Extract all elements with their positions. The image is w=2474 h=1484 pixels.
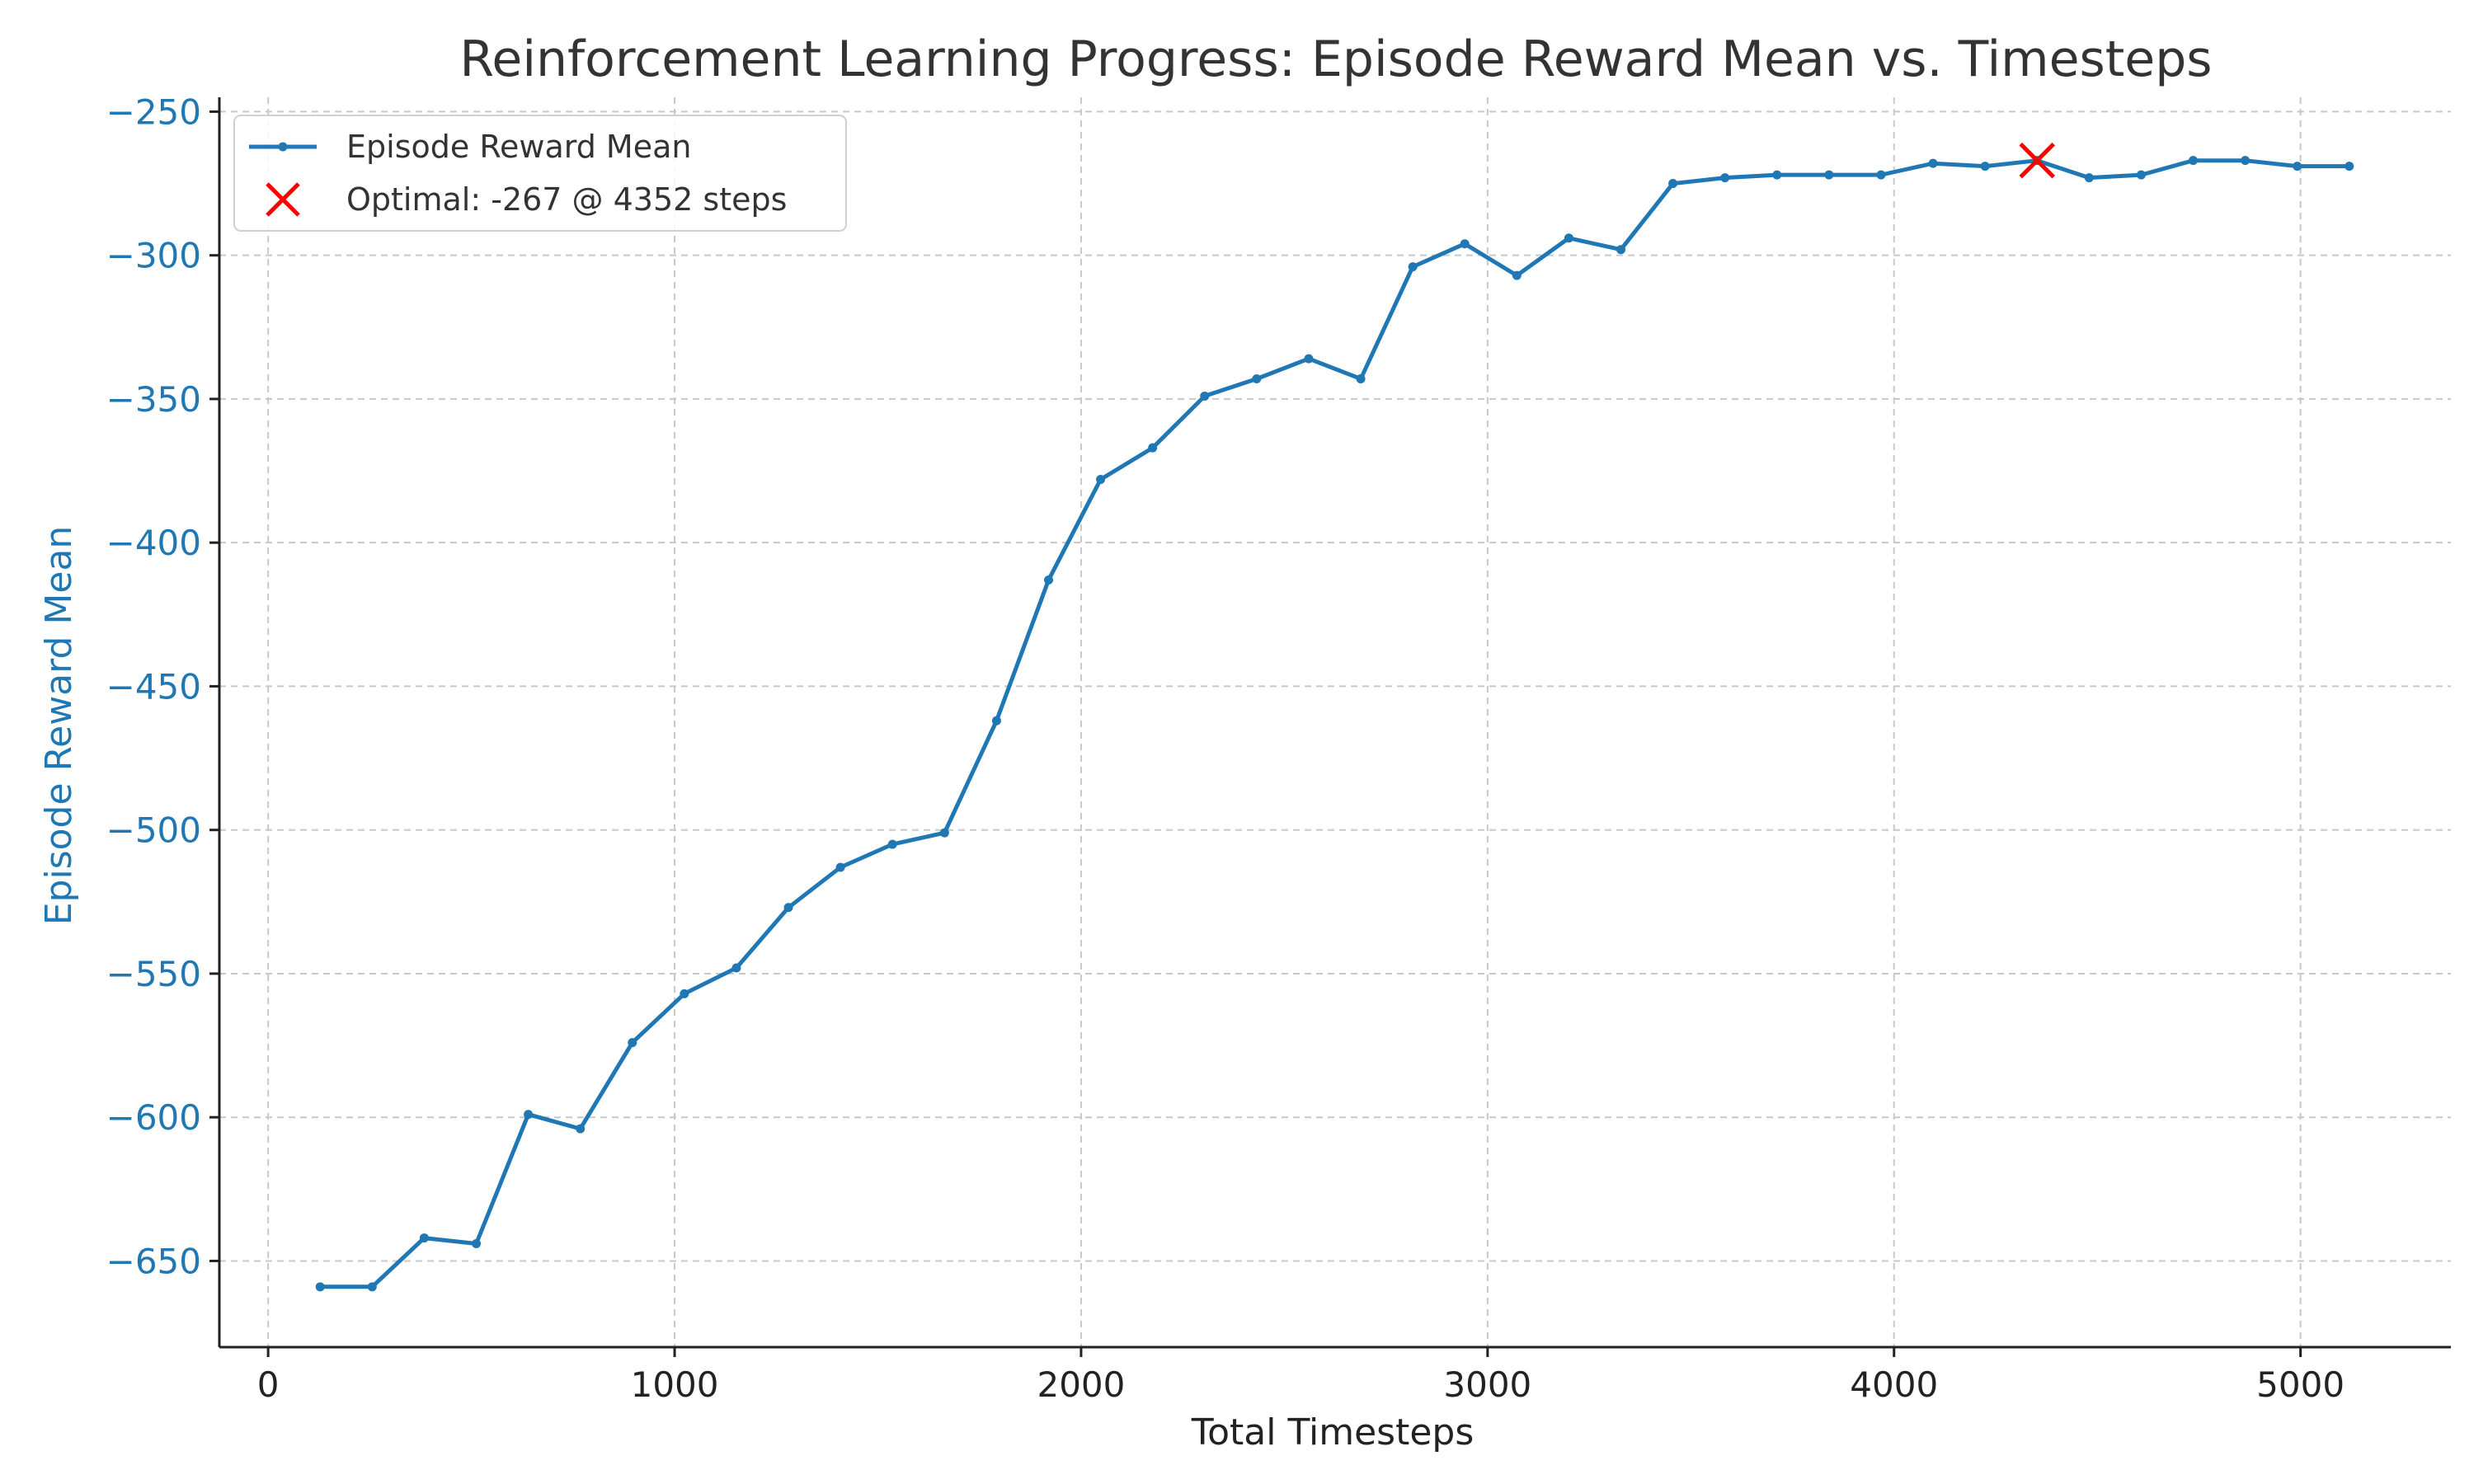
data-point: [2345, 162, 2354, 171]
data-point: [576, 1124, 586, 1134]
data-point: [1824, 170, 1834, 180]
y-tick-label: −550: [106, 954, 201, 994]
legend-optimal-label: Optimal: -267 @ 4352 steps: [346, 181, 787, 218]
y-tick-label: −300: [106, 236, 201, 276]
data-point: [1668, 179, 1678, 189]
data-point: [2189, 156, 2199, 166]
grid-layer: [219, 97, 2451, 1347]
x-tick-label: 4000: [1850, 1364, 1938, 1405]
x-axis-label: Total Timesteps: [1191, 1411, 1475, 1453]
series-line: [320, 158, 2349, 1289]
legend-optimal-swatch: [266, 182, 300, 217]
data-point: [2084, 173, 2094, 183]
x-tick-label: 0: [257, 1364, 280, 1405]
data-point: [680, 989, 689, 998]
axes-layer: 0 1000 2000 3000 4000 5000 −250 −300 −350 −400 −45…: [106, 92, 2451, 1405]
legend-series-marker: [278, 142, 288, 152]
data-point: [472, 1239, 482, 1249]
legend-box: [233, 115, 847, 232]
data-point: [628, 1038, 637, 1048]
x-tick-label: 5000: [2256, 1364, 2345, 1405]
data-point: [1616, 245, 1626, 255]
legend-series-label: Episode Reward Mean: [346, 129, 691, 165]
data-point: [315, 1282, 325, 1292]
data-point: [1408, 262, 1418, 272]
data-point: [1044, 575, 1054, 585]
data-point: [1356, 374, 1366, 384]
data-point: [1460, 239, 1470, 249]
data-point: [1096, 475, 1106, 485]
data-point: [1928, 158, 1938, 168]
chart-title: Reinforcement Learning Progress: Episode…: [459, 31, 2212, 88]
annotation-layer: [2019, 142, 2055, 179]
data-point: [419, 1233, 429, 1243]
legend: Episode Reward Mean Optimal: -267 @ 4352 …: [233, 115, 847, 232]
optimal-marker: [2019, 142, 2055, 179]
y-tick-label: −450: [106, 666, 201, 707]
x-tick-label: 1000: [631, 1364, 719, 1405]
y-axis-label: Episode Reward Mean: [38, 526, 80, 926]
data-point: [835, 862, 845, 872]
x-tick-label: 3000: [1443, 1364, 1531, 1405]
x-tick-label: 2000: [1037, 1364, 1125, 1405]
data-point: [1512, 270, 1522, 280]
data-point: [1564, 233, 1573, 243]
y-tick-label: −600: [106, 1097, 201, 1138]
data-point: [1148, 443, 1158, 453]
data-point: [1304, 354, 1314, 364]
y-tick-label: −400: [106, 523, 201, 563]
data-point: [939, 828, 949, 838]
data-point: [1876, 170, 1886, 180]
y-tick-label: −500: [106, 810, 201, 851]
series-layer: [315, 156, 2354, 1292]
data-point: [1772, 170, 1782, 180]
data-point: [2241, 156, 2251, 166]
y-tick-label: −350: [106, 379, 201, 420]
y-tick-label: −650: [106, 1241, 201, 1281]
data-point: [524, 1110, 534, 1120]
data-point: [887, 839, 897, 849]
data-point: [2136, 170, 2146, 180]
data-point: [367, 1282, 377, 1292]
data-point: [991, 716, 1001, 726]
data-point: [1200, 391, 1210, 401]
data-point: [731, 963, 741, 973]
y-tick-label: −250: [106, 92, 201, 132]
data-point: [1252, 374, 1262, 384]
data-point: [783, 903, 793, 913]
data-point: [1720, 173, 1730, 183]
data-point: [2293, 162, 2302, 171]
data-point: [1980, 162, 1990, 171]
